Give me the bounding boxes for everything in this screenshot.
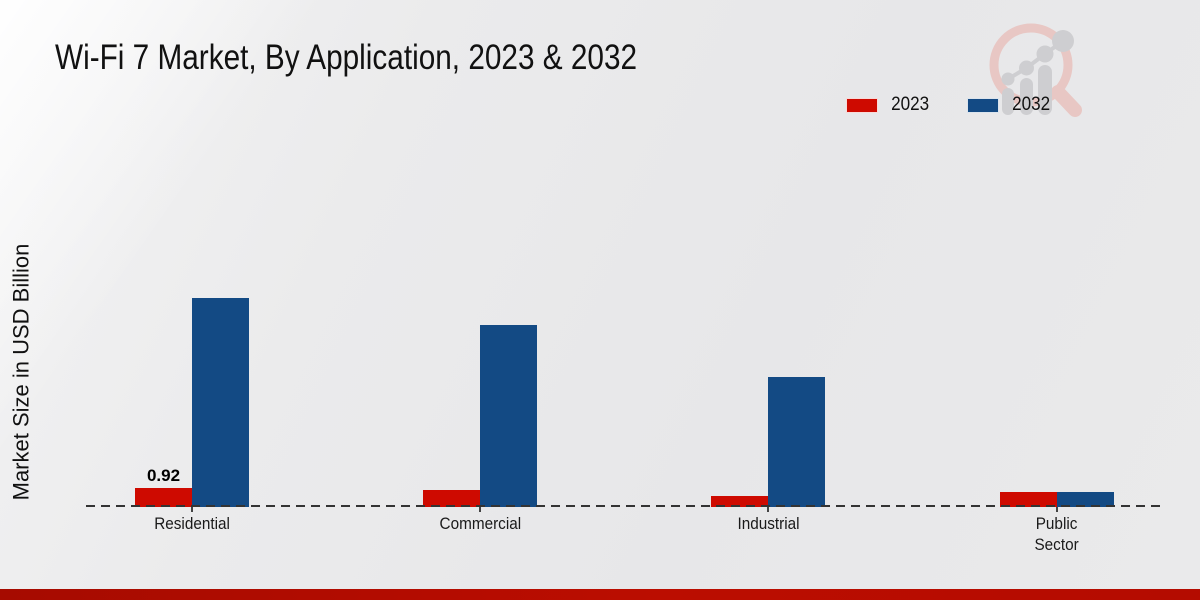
magnifier-bar-chart-logo-icon bbox=[989, 23, 1082, 117]
x-tick-public-sector bbox=[1056, 507, 1058, 512]
legend-label-2023: 2023 bbox=[891, 94, 930, 115]
x-tick-commercial bbox=[479, 507, 481, 512]
legend-swatch-2023 bbox=[846, 97, 878, 113]
x-tick-residential bbox=[191, 507, 193, 512]
x-axis-baseline bbox=[86, 505, 1163, 507]
x-label-commercial: Commercial bbox=[439, 514, 521, 533]
bar-2023-industrial bbox=[711, 496, 768, 507]
bar-2032-residential bbox=[192, 298, 249, 507]
legend: 2023 2032 bbox=[846, 94, 1053, 116]
bar-2023-public-sector bbox=[1000, 492, 1057, 507]
legend-item-2023: 2023 bbox=[846, 94, 931, 116]
bottom-accent-band bbox=[0, 589, 1200, 600]
bar-2032-public-sector bbox=[1057, 492, 1114, 507]
chart-title-text: Wi-Fi 7 Market, By Application, 2023 & 2… bbox=[55, 38, 638, 77]
x-label-public-sector: Public Sector bbox=[1034, 514, 1080, 555]
bar-2032-industrial bbox=[768, 377, 825, 507]
x-label-industrial: Industrial bbox=[736, 514, 800, 533]
chart-title: Wi-Fi 7 Market, By Application, 2023 & 2… bbox=[55, 38, 740, 78]
bar-2023-residential bbox=[135, 488, 192, 507]
x-tick-industrial bbox=[767, 507, 769, 512]
legend-item-2032: 2032 bbox=[967, 94, 1052, 116]
bar-2032-commercial bbox=[480, 325, 537, 507]
data-label-2023-residential: 0.92 bbox=[146, 466, 181, 485]
bar-2023-commercial bbox=[423, 490, 480, 507]
legend-label-2032: 2032 bbox=[1012, 94, 1051, 115]
x-label-residential: Residential bbox=[154, 514, 230, 533]
legend-swatch-2032 bbox=[967, 97, 1000, 113]
